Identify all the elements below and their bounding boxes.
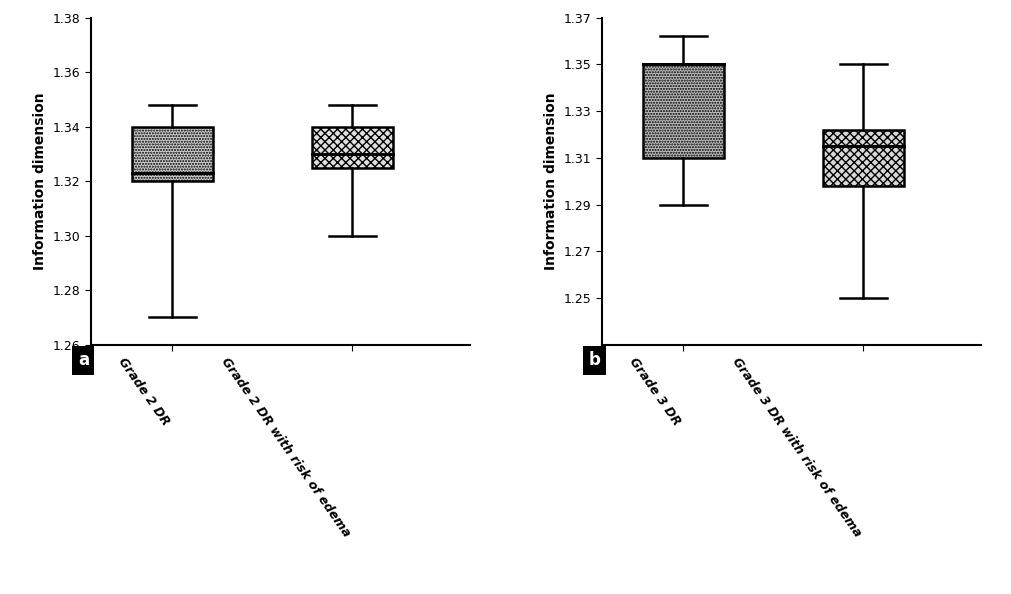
- Bar: [131, 127, 212, 181]
- Bar: [643, 65, 724, 158]
- Y-axis label: Information dimension: Information dimension: [544, 92, 558, 270]
- Text: b: b: [588, 351, 601, 369]
- Y-axis label: Information dimension: Information dimension: [33, 92, 48, 270]
- Bar: [823, 130, 904, 186]
- Text: a: a: [78, 351, 89, 369]
- Bar: [311, 127, 393, 168]
